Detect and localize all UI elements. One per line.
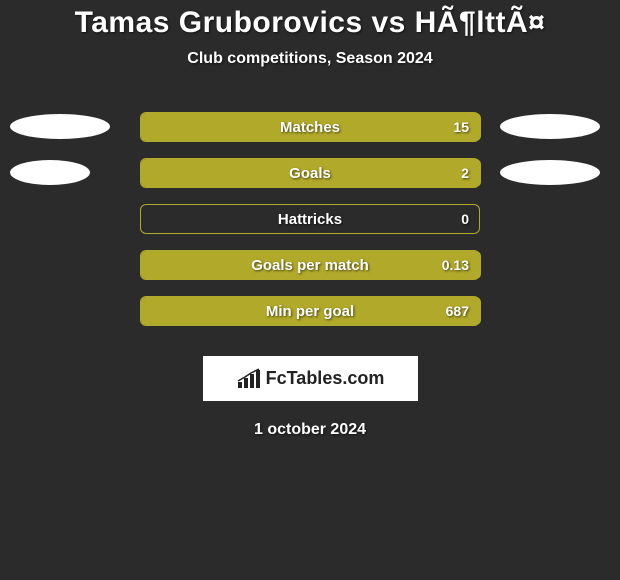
stat-row: Hattricks0 <box>0 204 620 234</box>
bar-value: 15 <box>453 113 469 141</box>
stat-row: Matches15 <box>0 112 620 142</box>
bar-value: 0.13 <box>442 251 469 279</box>
logo-box[interactable]: FcTables.com <box>203 356 418 401</box>
stat-bar: Min per goal687 <box>140 296 480 326</box>
bar-label: Goals per match <box>141 251 479 279</box>
subtitle: Club competitions, Season 2024 <box>0 50 620 68</box>
bar-value: 0 <box>461 205 469 233</box>
bar-label: Hattricks <box>141 205 479 233</box>
right-ellipse <box>500 114 600 139</box>
bar-label: Matches <box>141 113 479 141</box>
page-title: Tamas Gruborovics vs HÃ¶lttÃ¤ <box>0 6 620 40</box>
stat-bar: Goals2 <box>140 158 480 188</box>
stat-rows: Matches15 Goals2 Hattricks0 Goals per match… <box>0 112 620 326</box>
infographic-container: Tamas Gruborovics vs HÃ¶lttÃ¤ Club compe… <box>0 0 620 580</box>
stat-row: Min per goal687 <box>0 296 620 326</box>
bar-label: Goals <box>141 159 479 187</box>
stat-bar: Hattricks0 <box>140 204 480 234</box>
date-text: 1 october 2024 <box>0 421 620 439</box>
bar-value: 2 <box>461 159 469 187</box>
stat-row: Goals per match0.13 <box>0 250 620 280</box>
stat-bar: Matches15 <box>140 112 480 142</box>
bar-value: 687 <box>446 297 469 325</box>
logo-inner: FcTables.com <box>236 368 385 390</box>
bar-label: Min per goal <box>141 297 479 325</box>
right-ellipse <box>500 160 600 185</box>
logo-text: FcTables.com <box>266 368 385 389</box>
left-ellipse <box>10 114 110 139</box>
left-ellipse <box>10 160 90 185</box>
bars-icon <box>236 368 262 390</box>
stat-row: Goals2 <box>0 158 620 188</box>
stat-bar: Goals per match0.13 <box>140 250 480 280</box>
